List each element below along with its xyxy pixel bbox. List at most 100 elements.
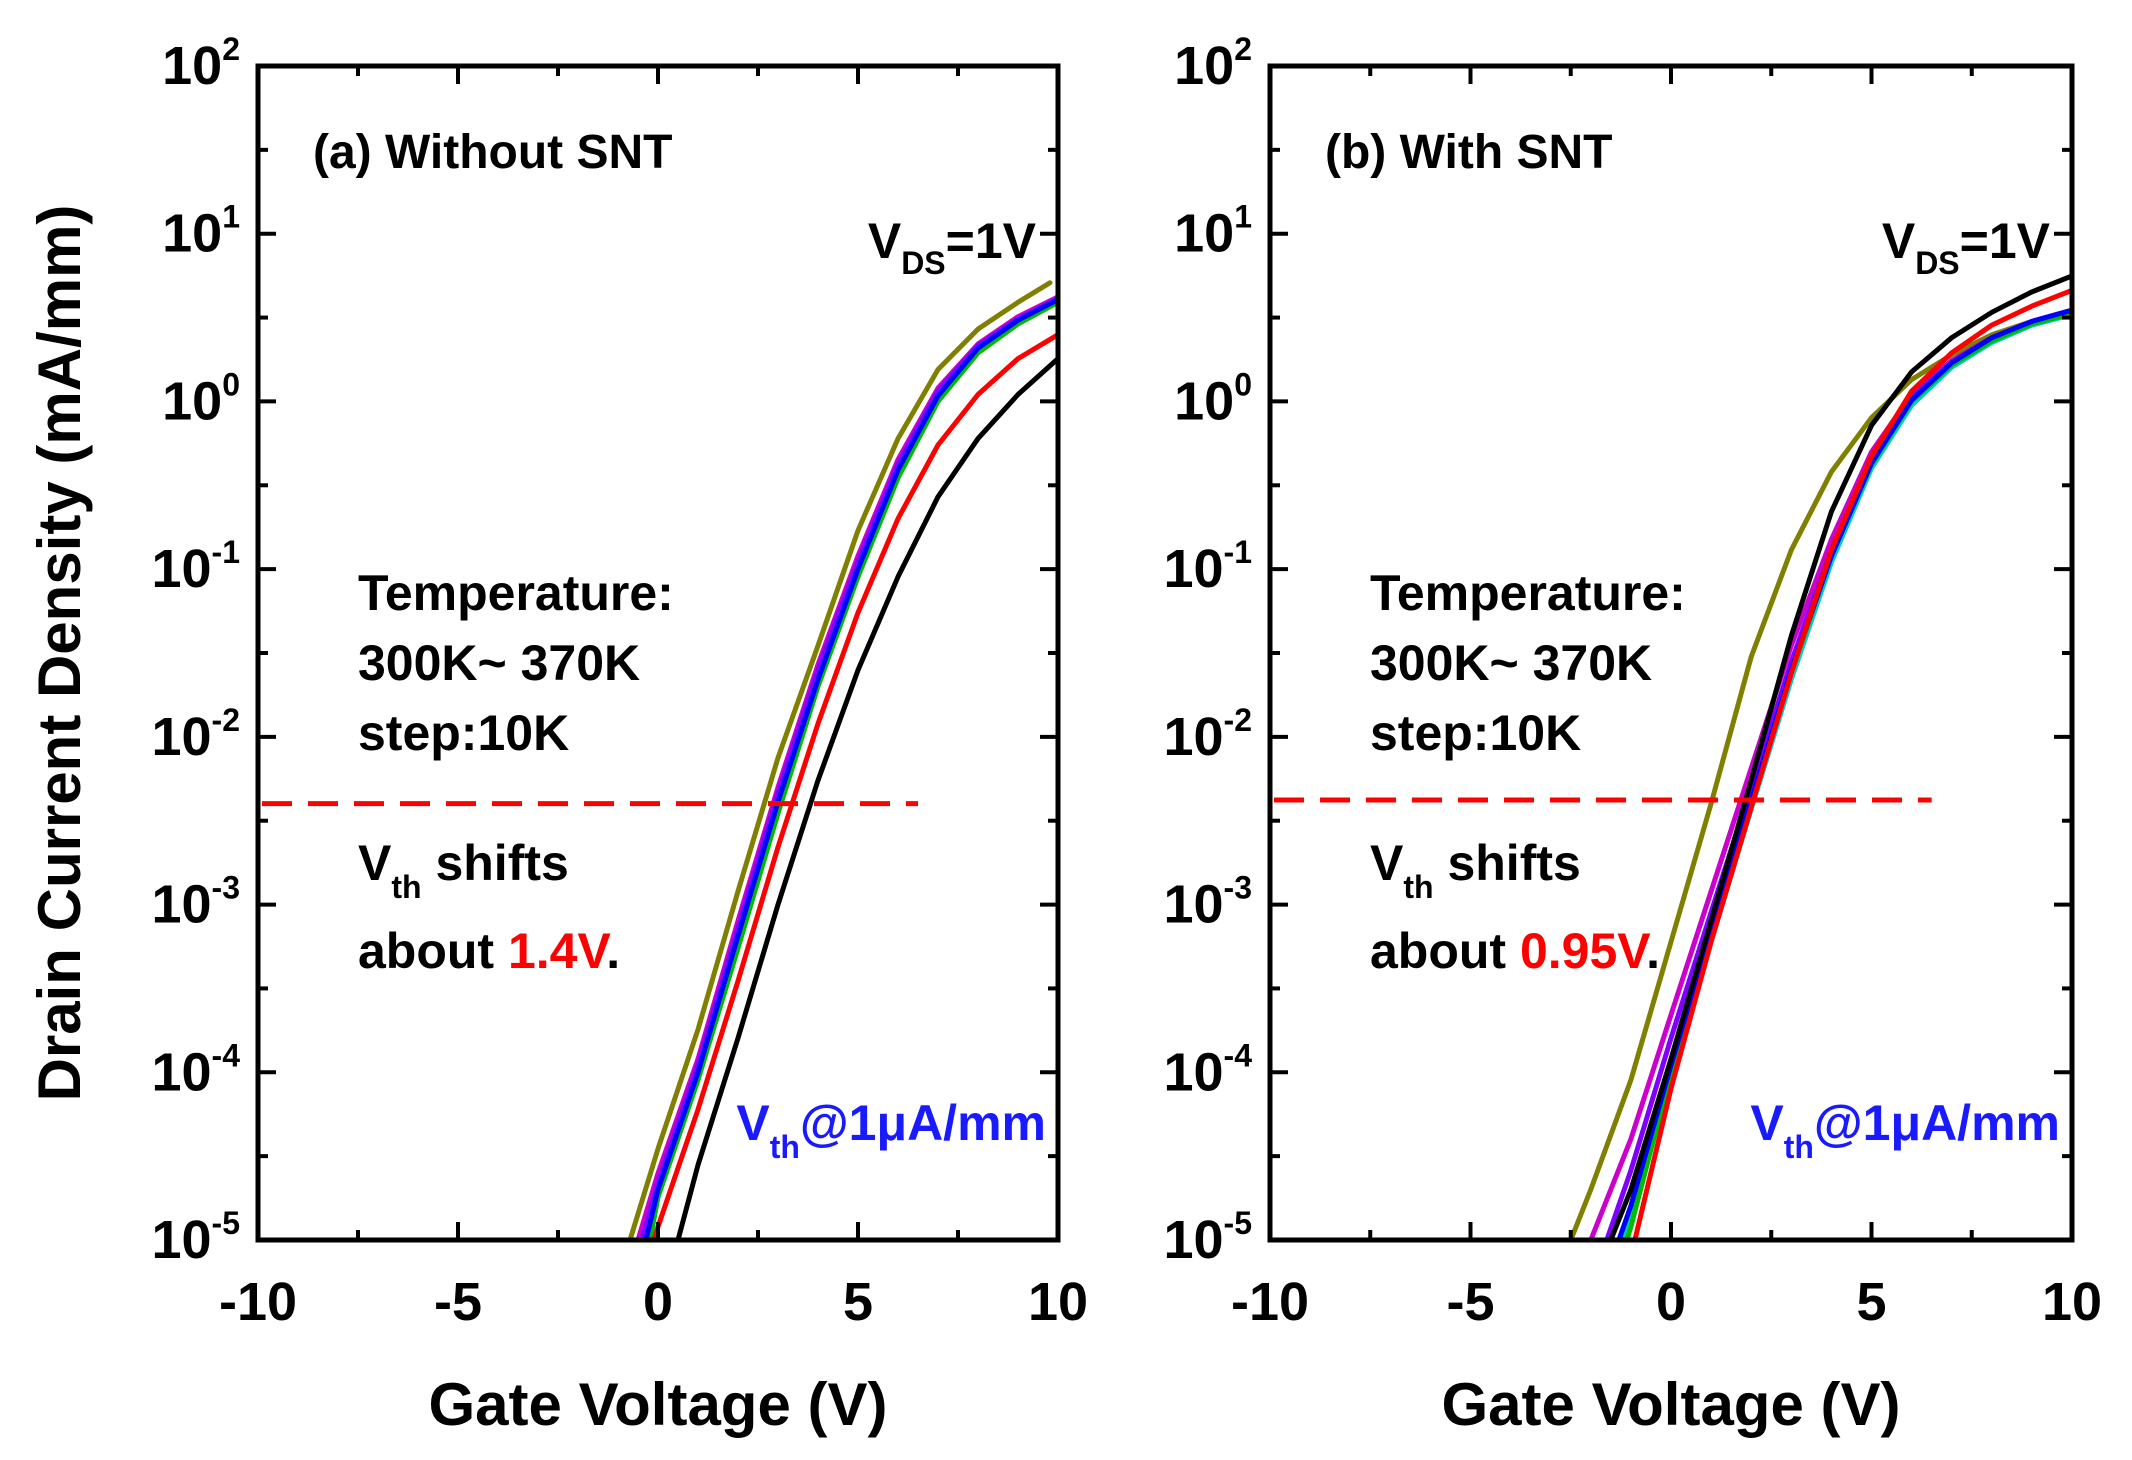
y-tick-base: 10	[151, 539, 211, 599]
y-tick-exponent: -3	[1224, 870, 1252, 906]
y-tick-exponent: 1	[222, 199, 240, 235]
series-line-1	[1568, 307, 2072, 1240]
y-tick-label: 10-2	[151, 702, 240, 767]
y-axis-title: Drain Current Density (mA/mm)	[26, 205, 93, 1102]
y-tick-exponent: -5	[212, 1205, 240, 1241]
y-tick-base: 10	[1174, 36, 1234, 96]
y-tick-label: 102	[162, 31, 240, 96]
vth-shift-text: shifts	[1434, 835, 1581, 891]
vth-def-subscript: th	[1784, 1129, 1814, 1165]
vds-value: =1V	[1960, 213, 2051, 269]
vth-shift-value: 0.95V	[1520, 923, 1651, 979]
y-tick-base: 10	[151, 1042, 211, 1102]
y-tick-label: 10-4	[1163, 1037, 1252, 1102]
series-line-1	[627, 280, 1053, 1240]
vth-shift-line: Vth shifts	[1370, 835, 1581, 905]
y-tick-exponent: -1	[1224, 534, 1252, 570]
vth-about: about	[1370, 923, 1520, 979]
y-tick-base: 10	[151, 1210, 211, 1270]
vth-shift-value: 1.4V	[508, 923, 612, 979]
vth-end: .	[606, 923, 620, 979]
vds-v: V	[868, 213, 902, 269]
x-axis-title: Gate Voltage (V)	[429, 1371, 888, 1438]
x-tick-label: -10	[1231, 1272, 1309, 1332]
x-tick-label: 5	[843, 1272, 873, 1332]
y-tick-label: 10-3	[1163, 870, 1252, 935]
temperature-note-line: 300K~ 370K	[1370, 635, 1652, 691]
vth-subscript: th	[391, 869, 421, 905]
x-tick-label: -10	[219, 1272, 297, 1332]
x-axis-title: Gate Voltage (V)	[1442, 1371, 1901, 1438]
y-tick-label: 10-4	[151, 1037, 240, 1102]
temperature-note-line: Temperature:	[1370, 565, 1686, 621]
vth-about: about	[358, 923, 508, 979]
vds-v: V	[1882, 213, 1916, 269]
y-tick-exponent: 0	[222, 366, 240, 402]
y-tick-exponent: 1	[1234, 199, 1252, 235]
y-tick-exponent: 2	[222, 31, 240, 67]
vth-end: .	[1646, 923, 1660, 979]
temperature-note-line: Temperature:	[358, 565, 674, 621]
x-tick-label: 5	[1856, 1272, 1886, 1332]
y-tick-base: 10	[1163, 539, 1223, 599]
y-tick-exponent: 0	[1234, 366, 1252, 402]
y-tick-base: 10	[1163, 875, 1223, 935]
y-tick-label: 100	[1174, 366, 1252, 431]
y-tick-exponent: -3	[212, 870, 240, 906]
panel-title: (a) Without SNT	[313, 126, 672, 179]
y-tick-label: 10-1	[151, 534, 240, 599]
y-tick-base: 10	[162, 36, 222, 96]
vds-subscript: DS	[1915, 245, 1959, 281]
temperature-note-line: 300K~ 370K	[358, 635, 640, 691]
y-tick-exponent: -4	[1224, 1037, 1253, 1073]
y-tick-exponent: -2	[212, 702, 240, 738]
y-tick-label: 10-5	[151, 1205, 240, 1270]
y-tick-base: 10	[1163, 1042, 1223, 1102]
y-tick-label: 10-3	[151, 870, 240, 935]
x-tick-label: 10	[1028, 1272, 1088, 1332]
y-tick-label: 101	[1174, 199, 1252, 264]
y-tick-base: 10	[1163, 707, 1223, 767]
x-tick-label: -5	[434, 1272, 482, 1332]
vth-def-subscript: th	[770, 1129, 800, 1165]
y-tick-label: 102	[1174, 31, 1252, 96]
vth-shift-line: Vth shifts	[358, 835, 569, 905]
panel-a-without-snt: -10 -5 0 5 1010210110010-110-210-310-410-5Ga…	[26, 31, 1088, 1438]
series-group	[627, 280, 1058, 1240]
y-tick-exponent: -5	[1224, 1205, 1252, 1241]
vth-v: V	[1370, 835, 1404, 891]
series-line-6	[643, 297, 1058, 1240]
y-tick-exponent: -1	[212, 534, 240, 570]
vth-def-text: @1μA/mm	[1814, 1095, 2060, 1151]
y-tick-exponent: 2	[1234, 31, 1252, 67]
y-tick-exponent: -4	[212, 1037, 241, 1073]
vth-v: V	[358, 835, 392, 891]
vds-value: =1V	[946, 213, 1037, 269]
x-tick-label: 10	[2042, 1272, 2102, 1332]
y-tick-label: 101	[162, 199, 240, 264]
vth-shift-text: shifts	[422, 835, 569, 891]
vth-shift-amount-line: about 1.4V.	[358, 923, 620, 979]
series-line-7	[651, 332, 1058, 1240]
vth-shift-amount-line: about 0.95V.	[1370, 923, 1660, 979]
series-group	[1568, 273, 2072, 1240]
y-tick-label: 10-1	[1163, 534, 1252, 599]
y-tick-base: 10	[151, 875, 211, 935]
y-tick-base: 10	[1174, 204, 1234, 264]
y-tick-base: 10	[151, 707, 211, 767]
y-tick-label: 10-5	[1163, 1205, 1252, 1270]
series-line-7	[1632, 287, 2072, 1240]
y-tick-base: 10	[1163, 1210, 1223, 1270]
y-tick-label: 10-2	[1163, 702, 1252, 767]
y-tick-base: 10	[1174, 371, 1234, 431]
vth-def-v: V	[736, 1095, 770, 1151]
x-tick-label: 0	[1656, 1272, 1686, 1332]
vth-definition: Vth@1μA/mm	[1750, 1095, 2060, 1165]
panel-b-with-snt: -10 -5 0 5 1010210110010-110-210-310-410-5Ga…	[1163, 31, 2102, 1438]
vds-subscript: DS	[901, 245, 945, 281]
x-tick-label: -5	[1446, 1272, 1494, 1332]
vth-subscript: th	[1403, 869, 1433, 905]
series-line-8	[1608, 273, 2072, 1240]
y-tick-exponent: -2	[1224, 702, 1252, 738]
